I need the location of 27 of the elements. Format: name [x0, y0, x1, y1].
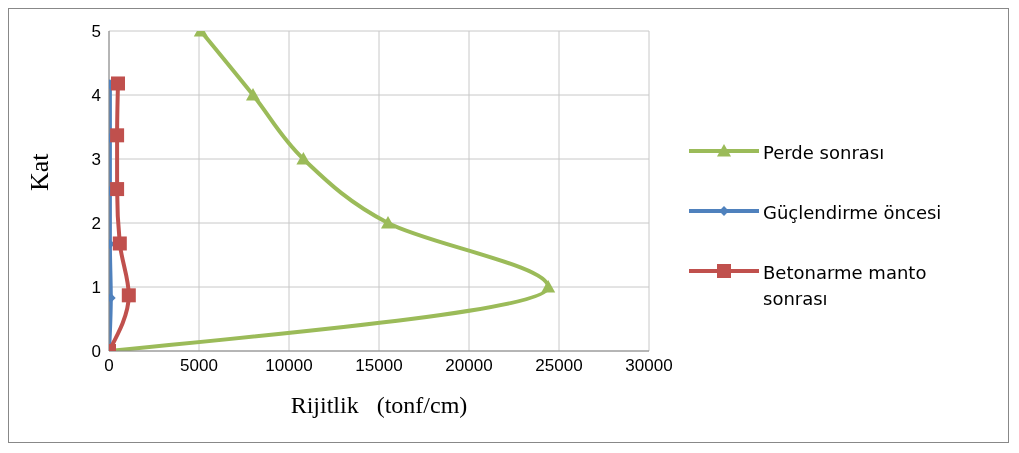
y-axis-title: Kat — [25, 152, 55, 191]
x-tick-label: 0 — [104, 355, 114, 375]
y-tick-label: 4 — [91, 85, 101, 105]
x-tick-label: 20000 — [445, 355, 493, 375]
y-tick-label: 0 — [91, 341, 101, 361]
point — [296, 151, 311, 165]
point — [246, 87, 260, 101]
x-tick-label: 25000 — [535, 355, 583, 375]
legend-label: Güçlendirme öncesi — [763, 200, 943, 225]
y-tick-label: 2 — [91, 213, 101, 233]
point — [111, 75, 125, 90]
point — [110, 181, 125, 196]
y-tick-label: 5 — [91, 21, 101, 41]
x-tick-label: 15000 — [355, 355, 403, 375]
legend-label: Betonarme manto sonrası — [763, 260, 928, 311]
y-tick-label: 3 — [91, 149, 101, 169]
x-tick-label: 10000 — [265, 355, 313, 375]
legend-label: Perde sonrası — [763, 140, 886, 165]
point — [110, 127, 125, 142]
point — [541, 279, 556, 293]
x-tick-label: 30000 — [625, 355, 673, 375]
point — [112, 235, 127, 250]
point — [121, 287, 136, 302]
x-tick-label: 5000 — [180, 355, 218, 375]
point — [381, 215, 395, 229]
y-tick-label: 1 — [91, 277, 101, 297]
x-axis-title: Rijitlik (tonf/cm) — [290, 391, 468, 418]
